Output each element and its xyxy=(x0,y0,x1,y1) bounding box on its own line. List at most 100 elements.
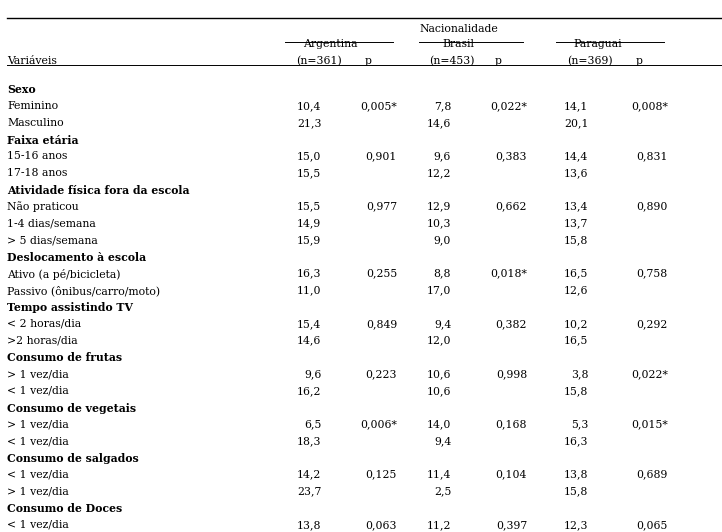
Text: (n=361): (n=361) xyxy=(296,56,342,66)
Text: 10,4: 10,4 xyxy=(297,101,321,111)
Text: Deslocamento à escola: Deslocamento à escola xyxy=(7,252,147,263)
Text: Consumo de salgados: Consumo de salgados xyxy=(7,453,139,464)
Text: 9,4: 9,4 xyxy=(434,436,451,446)
Text: 0,689: 0,689 xyxy=(637,470,668,480)
Text: Atividade física fora da escola: Atividade física fora da escola xyxy=(7,185,190,196)
Text: 5,3: 5,3 xyxy=(571,419,588,429)
Text: Feminino: Feminino xyxy=(7,101,58,111)
Text: 0,292: 0,292 xyxy=(637,319,668,329)
Text: 9,4: 9,4 xyxy=(434,319,451,329)
Text: 12,2: 12,2 xyxy=(427,168,451,178)
Text: p: p xyxy=(635,56,643,66)
Text: 2,5: 2,5 xyxy=(434,486,451,496)
Text: 0,382: 0,382 xyxy=(495,319,527,329)
Text: 12,6: 12,6 xyxy=(564,285,588,295)
Text: 15,0: 15,0 xyxy=(297,151,321,161)
Text: 12,0: 12,0 xyxy=(427,336,451,346)
Text: < 1 vez/dia: < 1 vez/dia xyxy=(7,436,69,446)
Text: 16,5: 16,5 xyxy=(564,336,588,346)
Text: 0,977: 0,977 xyxy=(366,202,397,212)
Text: 15,5: 15,5 xyxy=(297,168,321,178)
Text: p: p xyxy=(495,56,502,66)
Text: 0,125: 0,125 xyxy=(366,470,397,480)
Text: < 2 horas/dia: < 2 horas/dia xyxy=(7,319,82,329)
Text: 0,022*: 0,022* xyxy=(490,101,527,111)
Text: 0,255: 0,255 xyxy=(366,269,397,279)
Text: 14,4: 14,4 xyxy=(564,151,588,161)
Text: 14,6: 14,6 xyxy=(297,336,321,346)
Text: Consumo de frutas: Consumo de frutas xyxy=(7,352,122,363)
Text: (n=453): (n=453) xyxy=(430,56,475,66)
Text: 0,223: 0,223 xyxy=(365,369,397,379)
Text: 17-18 anos: 17-18 anos xyxy=(7,168,68,178)
Text: 14,2: 14,2 xyxy=(297,470,321,480)
Text: 16,3: 16,3 xyxy=(297,269,321,279)
Text: 1-4 dias/semana: 1-4 dias/semana xyxy=(7,218,96,228)
Text: 10,6: 10,6 xyxy=(427,386,451,396)
Text: 0,065: 0,065 xyxy=(637,520,668,530)
Text: 16,2: 16,2 xyxy=(297,386,321,396)
Text: 0,104: 0,104 xyxy=(496,470,527,480)
Text: 14,9: 14,9 xyxy=(297,218,321,228)
Text: 6,5: 6,5 xyxy=(304,419,321,429)
Text: 9,6: 9,6 xyxy=(304,369,321,379)
Text: 0,063: 0,063 xyxy=(365,520,397,530)
Text: Consumo de vegetais: Consumo de vegetais xyxy=(7,403,136,414)
Text: Consumo de Doces: Consumo de Doces xyxy=(7,503,123,514)
Text: 0,901: 0,901 xyxy=(366,151,397,161)
Text: 8,8: 8,8 xyxy=(434,269,451,279)
Text: 0,397: 0,397 xyxy=(496,520,527,530)
Text: 15,8: 15,8 xyxy=(564,386,588,396)
Text: > 1 vez/dia: > 1 vez/dia xyxy=(7,486,69,496)
Text: 0,831: 0,831 xyxy=(636,151,668,161)
Text: > 1 vez/dia: > 1 vez/dia xyxy=(7,419,69,429)
Text: 10,2: 10,2 xyxy=(564,319,588,329)
Text: 13,4: 13,4 xyxy=(564,202,588,212)
Text: Não praticou: Não praticou xyxy=(7,202,79,212)
Text: 0,849: 0,849 xyxy=(366,319,397,329)
Text: 13,8: 13,8 xyxy=(564,470,588,480)
Text: 9,0: 9,0 xyxy=(434,235,451,245)
Text: 0,890: 0,890 xyxy=(637,202,668,212)
Text: 0,383: 0,383 xyxy=(495,151,527,161)
Text: 0,168: 0,168 xyxy=(495,419,527,429)
Text: 13,8: 13,8 xyxy=(297,520,321,530)
Text: 16,5: 16,5 xyxy=(564,269,588,279)
Text: 14,0: 14,0 xyxy=(427,419,451,429)
Text: >2 horas/dia: >2 horas/dia xyxy=(7,336,78,346)
Text: 18,3: 18,3 xyxy=(297,436,321,446)
Text: 15-16 anos: 15-16 anos xyxy=(7,151,68,161)
Text: 13,6: 13,6 xyxy=(564,168,588,178)
Text: Variáveis: Variáveis xyxy=(7,56,57,66)
Text: Masculino: Masculino xyxy=(7,118,64,128)
Text: 21,3: 21,3 xyxy=(297,118,321,128)
Text: Faixa etária: Faixa etária xyxy=(7,135,79,146)
Text: 15,8: 15,8 xyxy=(564,486,588,496)
Text: 15,5: 15,5 xyxy=(297,202,321,212)
Text: Argentina: Argentina xyxy=(303,39,357,49)
Text: 15,4: 15,4 xyxy=(297,319,321,329)
Text: 0,022*: 0,022* xyxy=(631,369,668,379)
Text: 15,9: 15,9 xyxy=(297,235,321,245)
Text: Sexo: Sexo xyxy=(7,84,36,95)
Text: 14,1: 14,1 xyxy=(564,101,588,111)
Text: 0,005*: 0,005* xyxy=(360,101,397,111)
Text: 20,1: 20,1 xyxy=(564,118,588,128)
Text: 9,6: 9,6 xyxy=(434,151,451,161)
Text: 0,006*: 0,006* xyxy=(360,419,397,429)
Text: 0,008*: 0,008* xyxy=(631,101,668,111)
Text: 12,9: 12,9 xyxy=(427,202,451,212)
Text: Passivo (ônibus/carro/moto): Passivo (ônibus/carro/moto) xyxy=(7,285,160,296)
Text: 15,8: 15,8 xyxy=(564,235,588,245)
Text: 16,3: 16,3 xyxy=(564,436,588,446)
Text: 13,7: 13,7 xyxy=(564,218,588,228)
Text: 0,998: 0,998 xyxy=(496,369,527,379)
Text: 17,0: 17,0 xyxy=(427,285,451,295)
Text: < 1 vez/dia: < 1 vez/dia xyxy=(7,470,69,480)
Text: p: p xyxy=(365,56,372,66)
Text: Paraguai: Paraguai xyxy=(573,39,622,49)
Text: 7,8: 7,8 xyxy=(434,101,451,111)
Text: 10,6: 10,6 xyxy=(427,369,451,379)
Text: Tempo assistindo TV: Tempo assistindo TV xyxy=(7,302,134,313)
Text: 0,758: 0,758 xyxy=(637,269,668,279)
